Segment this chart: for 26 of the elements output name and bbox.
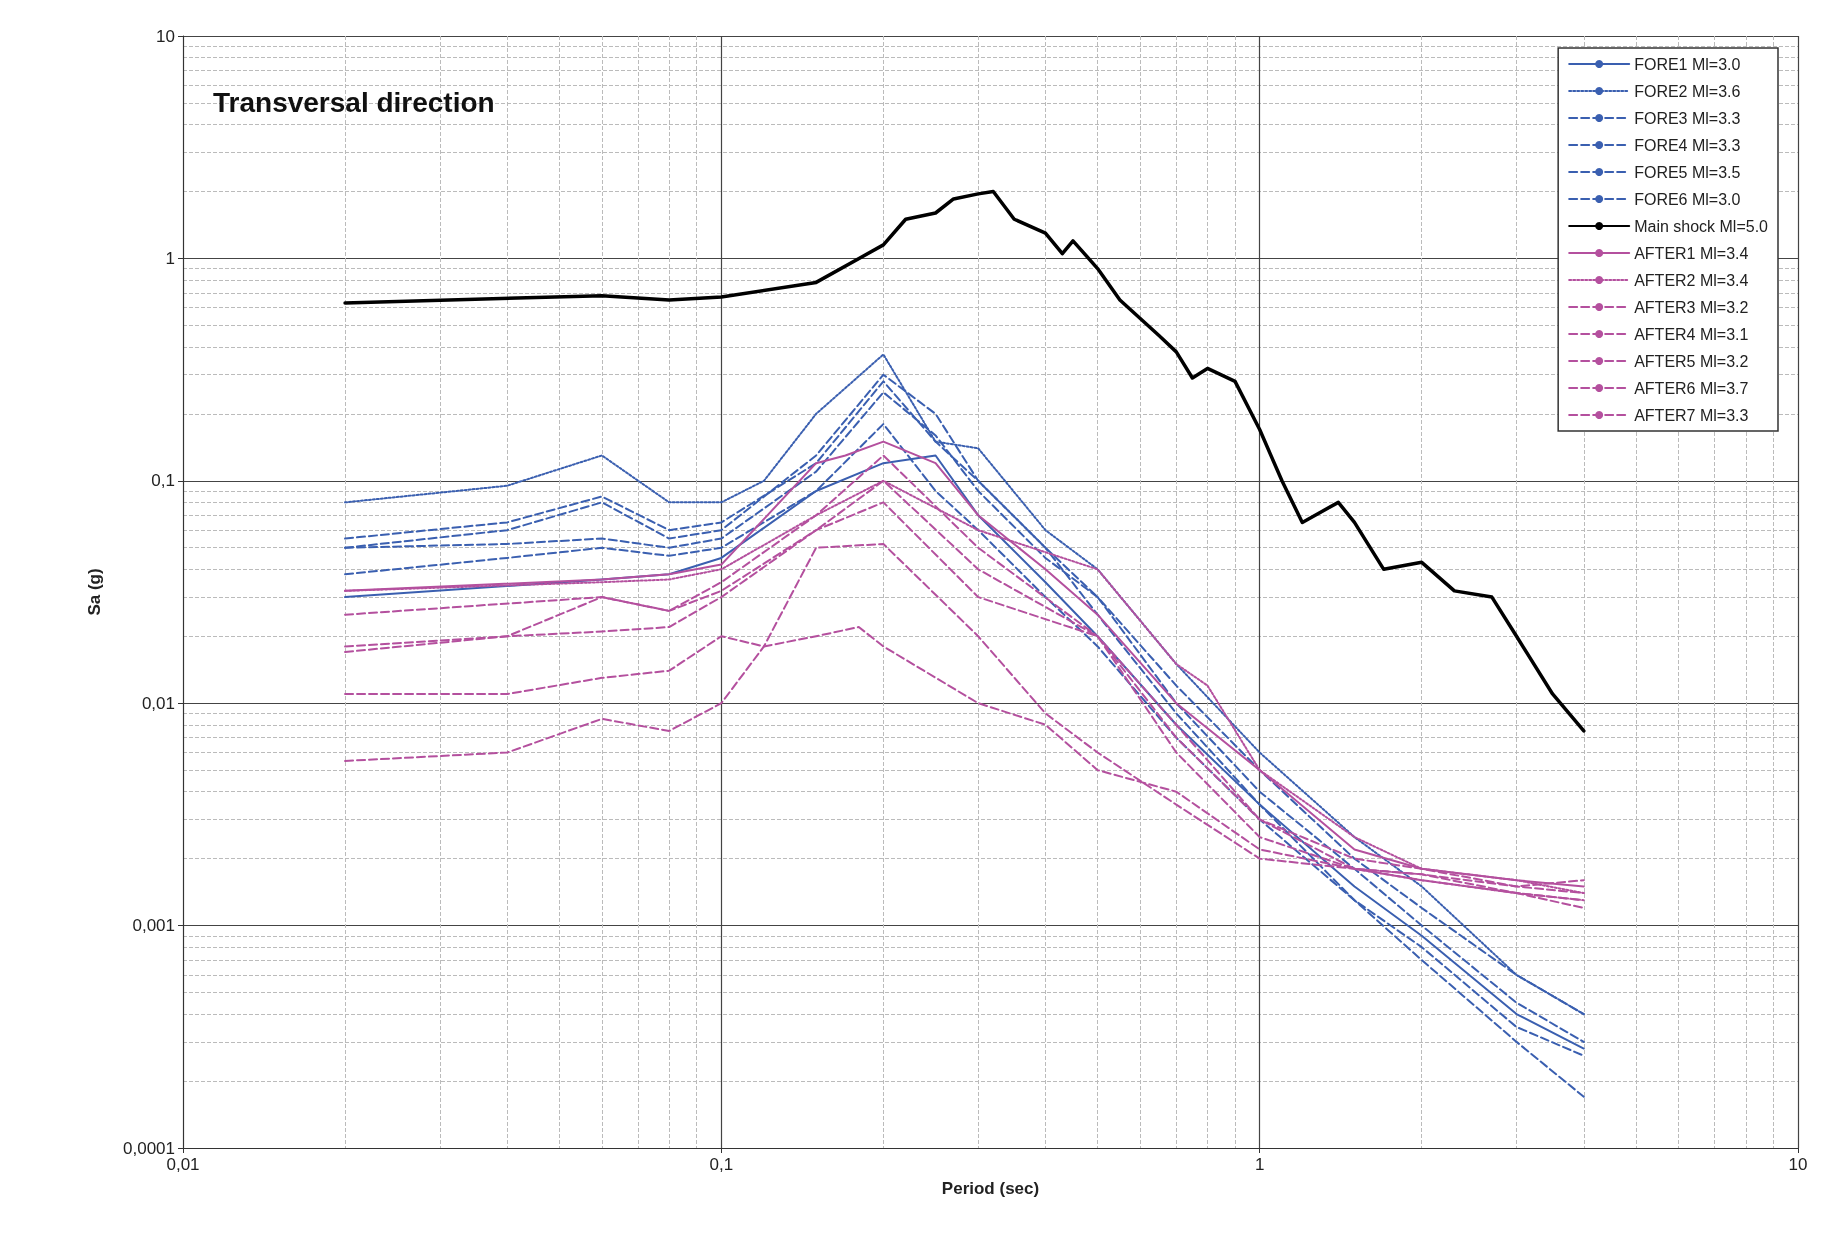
legend-label: FORE4 Ml=3.3 [1634,136,1741,154]
legend-label: FORE1 Ml=3.0 [1634,55,1741,73]
text: Transversal direction [213,86,495,118]
legend-label: AFTER1 Ml=3.4 [1634,244,1749,262]
legend-label: Main shock Ml=5.0 [1634,217,1769,235]
x-tick-label: 0,1 [709,1155,734,1174]
legend-label: AFTER4 Ml=3.1 [1634,325,1749,343]
y-axis-title: Sa (g) [85,568,104,616]
y-tick-label: 0,1 [151,471,175,491]
y-tick-label: 0,0001 [123,1138,175,1158]
legend-label: AFTER3 Ml=3.2 [1634,298,1749,316]
x-axis-title: Period (sec) [941,1179,1040,1198]
x-tick-label: 1 [1254,1155,1265,1174]
legend-label: AFTER2 Ml=3.4 [1634,271,1749,289]
y-tick-label: 1 [165,248,175,268]
y-tick-label: 0,01 [141,693,175,713]
x-tick-label: 10 [1788,1155,1808,1174]
y-tick-label: 0,001 [132,916,175,936]
legend-label: FORE2 Ml=3.6 [1634,82,1741,100]
legend-label: AFTER6 Ml=3.7 [1634,379,1749,397]
legend-label: AFTER5 Ml=3.2 [1634,352,1749,370]
legend-label: AFTER7 Ml=3.3 [1634,406,1749,424]
legend-label: FORE3 Ml=3.3 [1634,109,1741,127]
legend-label: FORE6 Ml=3.0 [1634,190,1741,208]
y-tick-label: 10 [156,26,175,46]
legend-label: FORE5 Ml=3.5 [1634,163,1741,181]
